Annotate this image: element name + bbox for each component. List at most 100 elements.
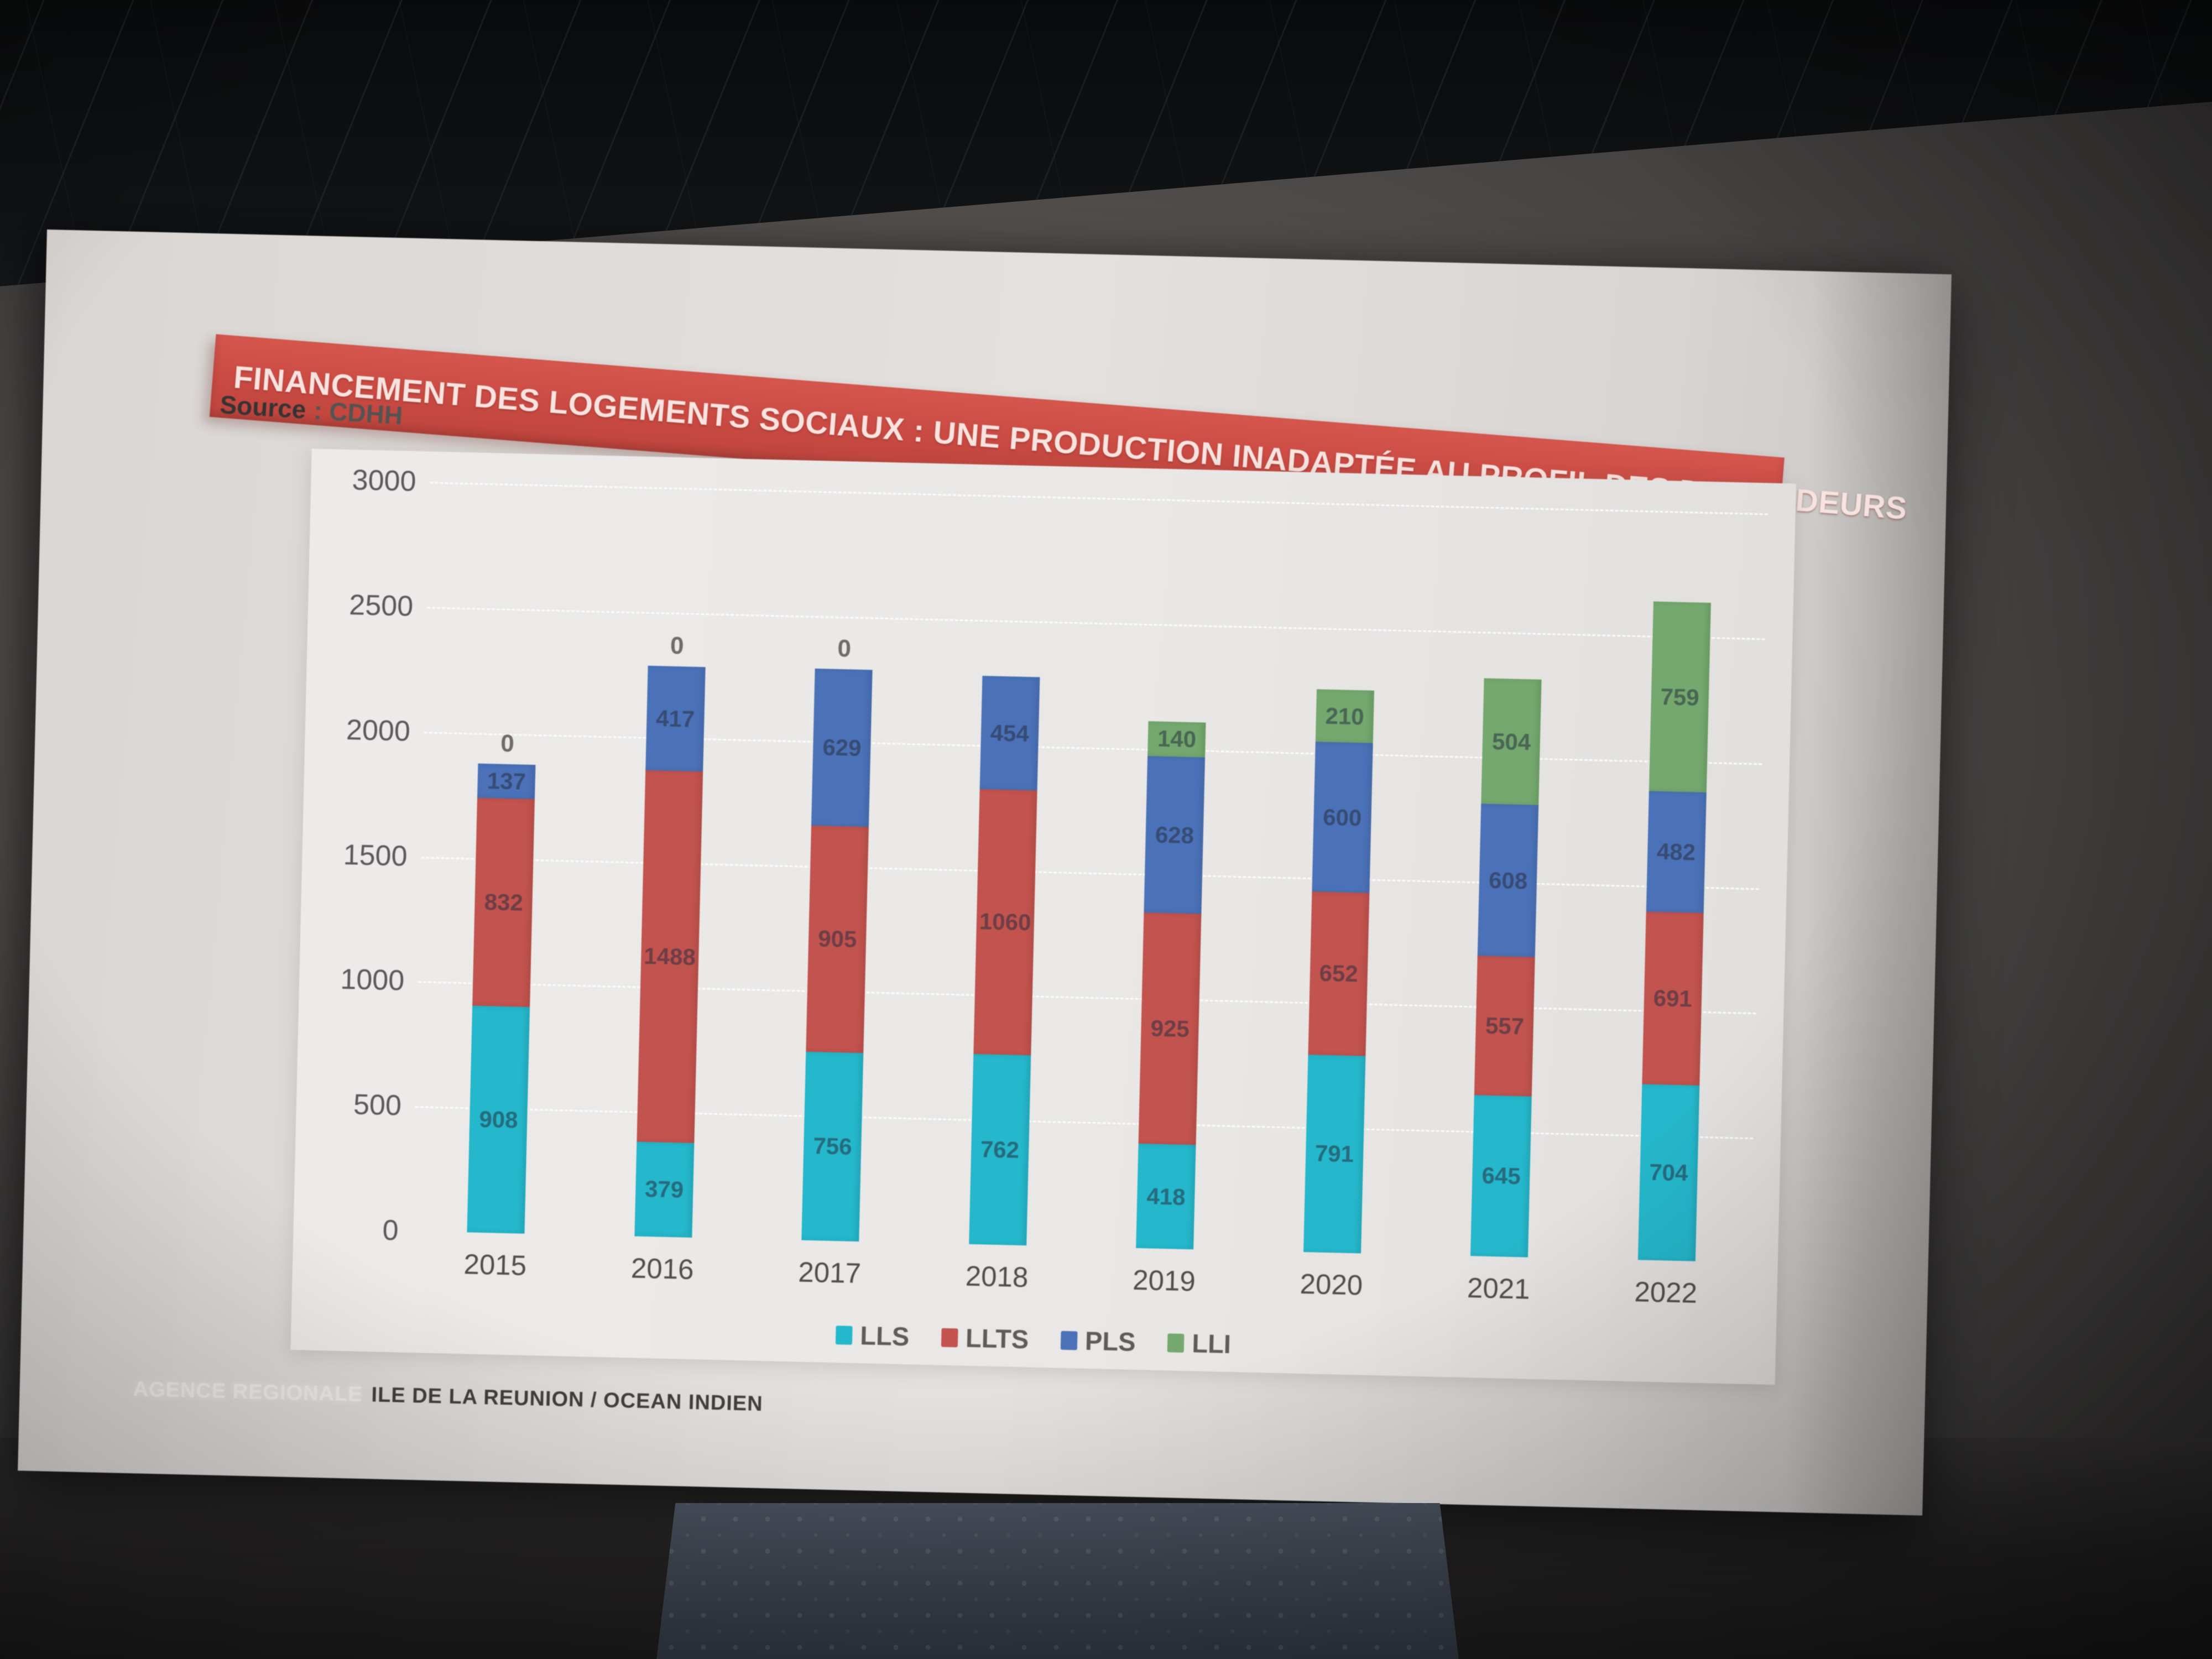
projected-slide: FINANCEMENT DES LOGEMENTS SOCIAUX : UNE … [18, 229, 1952, 1516]
zero-value-label: 0 [837, 634, 852, 662]
legend-item-lli: LLI [1167, 1327, 1232, 1359]
source-value: : CDHH [312, 395, 404, 430]
legend-label-lls: LLS [859, 1321, 910, 1352]
bar-segment-lls-2017: 756 [801, 1051, 864, 1242]
bar-value-label: 925 [1150, 1015, 1190, 1042]
bar-value-label: 832 [484, 888, 524, 916]
bar-value-label: 759 [1660, 683, 1700, 711]
zero-value-label: 0 [500, 729, 515, 758]
footer-text: ILE DE LA REUNION / OCEAN INDIEN [371, 1383, 764, 1416]
bar-segment-lli-2019: 140 [1147, 721, 1206, 758]
x-axis-year-label: 2020 [1300, 1267, 1363, 1301]
bar-segment-llts-2018: 1060 [973, 789, 1037, 1056]
bar-segment-pls-2016: 417 [645, 666, 706, 771]
bar-value-label: 504 [1491, 728, 1531, 755]
legend-item-llts: LLTS [941, 1322, 1029, 1355]
x-axis-year-label: 2019 [1132, 1264, 1196, 1297]
legend-swatch-lli [1167, 1333, 1185, 1353]
bar-value-label: 140 [1157, 725, 1197, 753]
bar-segment-lls-2022: 704 [1637, 1084, 1700, 1261]
bar-value-label: 1060 [979, 908, 1031, 936]
bar-segment-llts-2020: 652 [1308, 891, 1370, 1056]
x-axis-year-label: 2017 [797, 1256, 862, 1290]
bar-value-label: 704 [1648, 1159, 1688, 1186]
bar-segment-lls-2020: 791 [1303, 1054, 1366, 1254]
bar-segment-llts-2017: 905 [806, 825, 869, 1053]
bar-value-label: 418 [1146, 1182, 1186, 1210]
bar-value-label: 454 [990, 719, 1030, 747]
y-axis-tick-label: 2500 [348, 588, 414, 623]
y-gridline [415, 1106, 1754, 1140]
podium-box [655, 1503, 1460, 1659]
bar-value-label: 417 [655, 705, 695, 732]
bar-segment-lls-2016: 379 [634, 1141, 695, 1238]
y-gridline [418, 981, 1756, 1015]
bar-segment-lli-2020: 210 [1315, 689, 1374, 743]
bar-value-label: 652 [1319, 960, 1359, 987]
x-axis-year-label: 2022 [1634, 1276, 1698, 1309]
bar-value-label: 210 [1325, 702, 1365, 730]
bar-segment-pls-2018: 454 [979, 676, 1040, 791]
slide-footer: AGENCE REGIONALE ILE DE LA REUNION / OCEA… [133, 1378, 763, 1416]
source-label: Source [219, 390, 307, 424]
bar-segment-pls-2019: 628 [1144, 755, 1206, 914]
x-axis-year-label: 2021 [1467, 1272, 1531, 1305]
y-gridline [424, 731, 1762, 765]
legend-label-lli: LLI [1191, 1328, 1232, 1359]
bar-segment-lls-2021: 645 [1470, 1094, 1532, 1258]
legend-item-pls: PLS [1060, 1325, 1136, 1357]
bar-segment-pls-2021: 608 [1478, 804, 1539, 957]
bar-segment-lli-2022: 759 [1648, 602, 1711, 793]
x-axis-year-label: 2018 [965, 1260, 1029, 1293]
legend-item-lls: LLS [836, 1319, 910, 1352]
y-gridline [430, 482, 1768, 515]
bar-segment-pls-2015: 137 [477, 763, 536, 800]
slide-right-crease [1784, 271, 1952, 1516]
footer-brand: AGENCE REGIONALE [133, 1378, 363, 1407]
bar-value-label: 600 [1322, 804, 1362, 831]
bar-segment-pls-2020: 600 [1312, 742, 1373, 893]
bar-segment-lli-2021: 504 [1481, 678, 1542, 806]
y-axis-tick-label: 3000 [352, 464, 417, 498]
bar-value-label: 905 [817, 925, 858, 953]
bar-value-label: 629 [822, 734, 862, 761]
bar-segment-llts-2022: 691 [1642, 911, 1704, 1086]
x-axis-year-label: 2015 [463, 1248, 527, 1281]
stacked-bar-chart: LLS LLTS PLS LLI 0 500 1000 1500 2000 2500 3000 90… [290, 448, 1797, 1385]
podium-dot-pattern [655, 1503, 1460, 1659]
bar-value-label: 557 [1485, 1012, 1525, 1040]
bar-segment-pls-2017: 629 [811, 668, 873, 827]
bar-segment-lls-2019: 418 [1136, 1144, 1196, 1250]
legend-swatch-pls [1060, 1331, 1078, 1350]
legend-label-pls: PLS [1084, 1326, 1136, 1357]
bar-value-label: 691 [1653, 984, 1693, 1012]
bar-value-label: 645 [1481, 1162, 1521, 1190]
bar-segment-lls-2015: 908 [467, 1005, 530, 1234]
zero-value-label: 0 [670, 632, 685, 660]
chart-legend: LLS LLTS PLS LLI [291, 1307, 1776, 1372]
bar-value-label: 756 [812, 1133, 853, 1160]
bar-value-label: 379 [644, 1176, 684, 1203]
bar-segment-lls-2018: 762 [968, 1053, 1031, 1246]
y-axis-tick-label: 1500 [343, 838, 408, 873]
y-axis-tick-label: 0 [382, 1214, 399, 1247]
bar-segment-llts-2019: 925 [1138, 912, 1202, 1145]
bar-value-label: 628 [1155, 821, 1194, 848]
y-gridline [427, 607, 1765, 640]
y-axis-tick-label: 500 [353, 1088, 402, 1122]
bar-segment-pls-2022: 482 [1646, 791, 1707, 913]
bar-value-label: 137 [487, 768, 526, 795]
bar-segment-llts-2016: 1488 [637, 770, 703, 1143]
bar-value-label: 1488 [643, 942, 696, 970]
y-axis-tick-label: 2000 [346, 713, 411, 748]
bar-value-label: 791 [1314, 1140, 1354, 1167]
x-axis-year-label: 2016 [630, 1252, 695, 1286]
legend-swatch-lls [836, 1325, 853, 1345]
y-axis-tick-label: 1000 [340, 963, 405, 997]
bar-value-label: 762 [980, 1136, 1020, 1163]
legend-swatch-llts [941, 1328, 958, 1347]
legend-label-llts: LLTS [965, 1323, 1029, 1354]
y-gridline [421, 856, 1759, 890]
bar-value-label: 482 [1656, 838, 1696, 865]
